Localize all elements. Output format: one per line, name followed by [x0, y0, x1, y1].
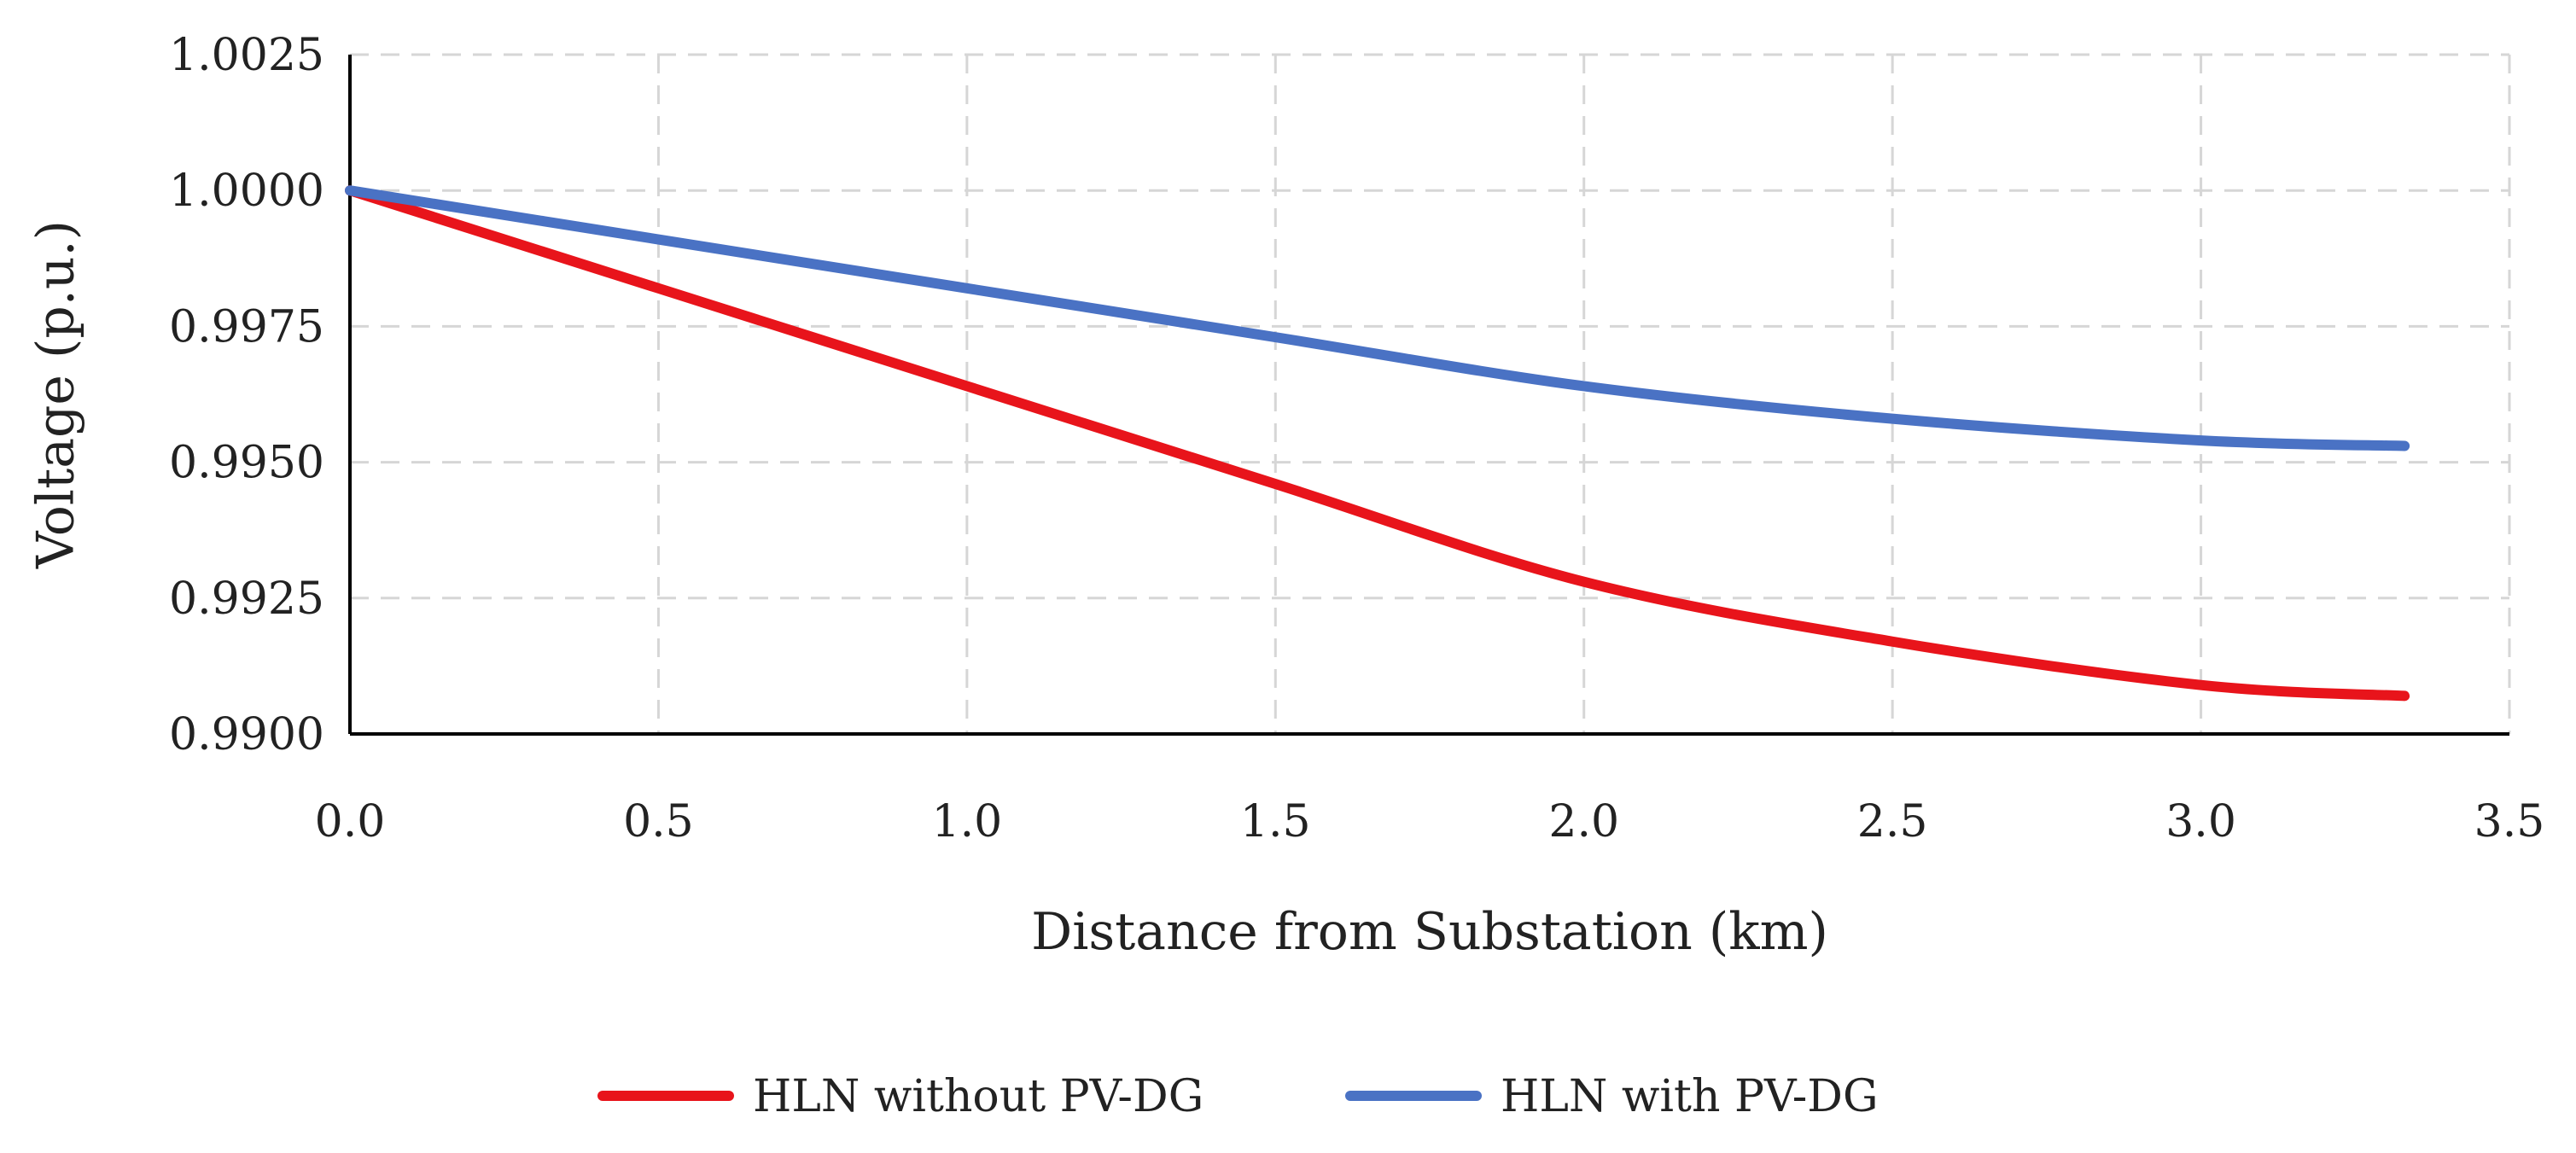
- y-tick-label: 0.9950: [169, 438, 324, 489]
- legend: HLN without PV-DG HLN with PV-DG: [597, 1071, 1879, 1122]
- axes: [348, 55, 2509, 736]
- x-tick-label: 1.5: [1240, 796, 1311, 847]
- x-axis-title: Distance from Substation (km): [1031, 902, 1828, 962]
- x-tick-label: 2.0: [1548, 796, 1619, 847]
- x-tick-label: 3.5: [2474, 796, 2545, 847]
- y-axis-title: Voltage (p.u.): [26, 220, 86, 569]
- series-line-0: [345, 185, 2410, 702]
- tick-labels: 0.0 0.5 1.0 1.5 2.0 2.5 3.0 3.5 0.9900 0.9925 0.99…: [169, 30, 2544, 847]
- grid: [350, 53, 2511, 734]
- x-tick-label: 0.5: [623, 796, 694, 847]
- series-lines: [345, 185, 2410, 702]
- y-tick-label: 1.0025: [169, 30, 324, 81]
- x-tick-label: 2.5: [1857, 796, 1928, 847]
- x-tick-label: 0.0: [315, 796, 386, 847]
- x-tick-label: 1.0: [932, 796, 1003, 847]
- series-line-1: [345, 185, 2410, 451]
- legend-label-1: HLN with PV-DG: [1501, 1071, 1879, 1122]
- y-tick-label: 0.9925: [169, 574, 324, 625]
- y-tick-label: 1.0000: [169, 166, 324, 217]
- y-tick-label: 0.9975: [169, 301, 324, 352]
- legend-label-0: HLN without PV-DG: [753, 1071, 1203, 1122]
- y-tick-label: 0.9900: [169, 709, 324, 760]
- x-tick-label: 3.0: [2165, 796, 2236, 847]
